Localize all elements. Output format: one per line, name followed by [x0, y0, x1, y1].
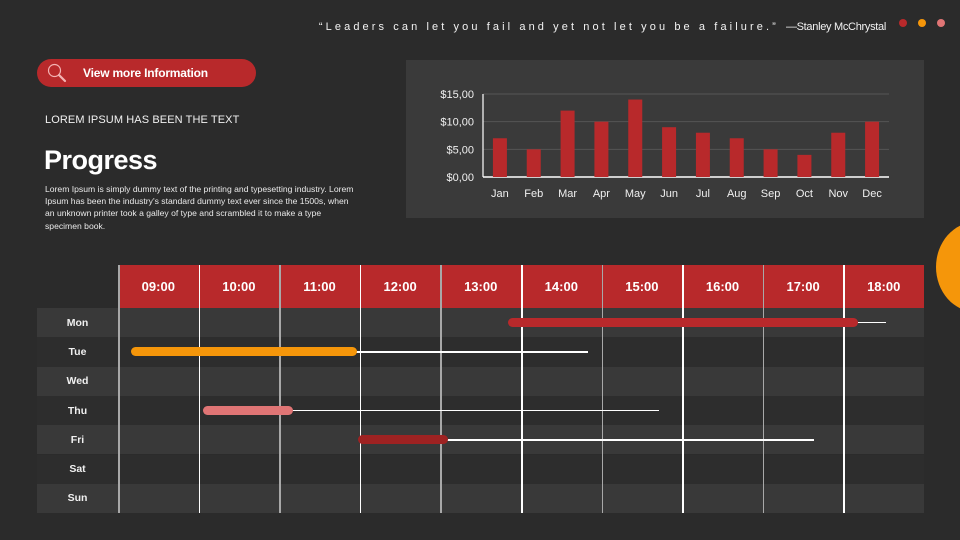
x-tick-label: Jul	[696, 188, 710, 200]
time-header-1100: 11:00	[303, 279, 336, 294]
bar-chart-panel: $0,00 $5,00 $10,00 $15,00 Jan Feb Mar Apr May Jun…	[406, 60, 924, 218]
x-tick-label: May	[625, 188, 646, 200]
bar-may	[628, 99, 643, 177]
x-tick-label: Mar	[558, 188, 577, 200]
view-more-information-label: View more Information	[83, 66, 208, 80]
grid-divider	[843, 265, 845, 513]
grid-divider	[762, 265, 765, 513]
grid-divider	[440, 265, 442, 513]
time-header-1500: 15:00	[625, 279, 659, 294]
day-label: Mon	[66, 316, 89, 329]
quote-text: “Leaders can let you fail and yet not le…	[318, 21, 779, 33]
bar-jul	[695, 132, 710, 177]
time-header-1600: 16:00	[705, 279, 740, 294]
day-label: Sat	[69, 463, 86, 476]
task-extension-line	[444, 439, 814, 441]
task-extension-line	[289, 409, 659, 412]
bar-oct	[797, 154, 812, 177]
task-bar-tue[interactable]	[131, 347, 357, 357]
page-title: Progress	[44, 145, 158, 175]
schedule-row-wed: Wed	[37, 366, 924, 396]
time-header-1200: 12:00	[383, 279, 417, 294]
time-header-1400: 14:00	[544, 279, 578, 294]
bar-feb	[526, 149, 541, 177]
y-tick-label: $0,00	[446, 172, 474, 184]
day-label: Fri	[70, 433, 85, 446]
bar-mar	[560, 110, 575, 177]
grid-divider	[198, 265, 201, 513]
grid-divider	[359, 265, 362, 513]
x-tick-label: Feb	[524, 188, 543, 200]
time-header-1700: 17:00	[786, 279, 820, 294]
subheading: LOREM IPSUM HAS BEEN THE TEXT	[45, 114, 240, 126]
dot-orange-icon	[918, 19, 926, 27]
schedule-row-sat: Sat	[37, 454, 924, 484]
quote-author: —Stanley McChrystal	[785, 21, 886, 33]
grid-divider	[118, 265, 120, 513]
bar-nov	[831, 132, 846, 177]
task-bar-fri[interactable]	[358, 435, 448, 445]
weekly-schedule: Mon Tue Wed Thu Fri Sat Sun 09:00 10:00 11:00 12:…	[37, 265, 924, 514]
schedule-row-sun: Sun	[37, 483, 924, 514]
y-tick-label: $10,00	[440, 117, 474, 129]
task-bar-mon[interactable]	[508, 318, 858, 328]
bar-dec	[865, 121, 880, 177]
day-label: Thu	[67, 404, 88, 417]
bar-aug	[729, 138, 744, 177]
grid-divider	[682, 265, 684, 513]
x-tick-label: Dec	[862, 188, 882, 200]
x-tick-label: Aug	[727, 188, 747, 200]
task-extension-line	[353, 351, 588, 353]
search-icon	[43, 59, 71, 87]
time-header-1800: 18:00	[867, 279, 901, 294]
day-label: Wed	[66, 375, 89, 388]
y-tick-label: $5,00	[446, 144, 474, 156]
quote: “Leaders can let you fail and yet not le…	[319, 21, 886, 33]
task-bar-thu[interactable]	[203, 406, 293, 416]
dot-pink-icon	[937, 19, 945, 27]
grid-divider	[279, 265, 281, 513]
task-extension-line	[854, 322, 886, 324]
x-tick-label: Oct	[796, 188, 813, 200]
grid-divider	[601, 265, 604, 513]
x-tick-label: Sep	[761, 188, 781, 200]
view-more-information-button[interactable]: View more Information	[37, 59, 256, 87]
x-tick-label: Jun	[660, 188, 678, 200]
time-header-1000: 10:00	[222, 279, 256, 294]
bar-apr	[594, 121, 609, 177]
day-label: Sun	[67, 492, 88, 505]
time-header-1300: 13:00	[464, 279, 498, 294]
decorative-orange-circle	[936, 222, 960, 312]
bar-chart: $0,00 $5,00 $10,00 $15,00 Jan Feb Mar Apr May Jun…	[440, 89, 889, 200]
x-tick-label: Nov	[828, 188, 848, 200]
day-label: Tue	[68, 345, 87, 358]
x-tick-label: Jan	[491, 188, 509, 200]
time-header-0900: 09:00	[141, 279, 175, 294]
decorative-dots	[899, 19, 945, 27]
grid-divider	[521, 265, 523, 513]
body-paragraph: Lorem Ipsum is simply dummy text of the …	[45, 184, 354, 231]
x-tick-label: Apr	[593, 188, 610, 200]
y-tick-label: $15,00	[440, 89, 474, 101]
bar-jan	[492, 138, 507, 177]
bar-sep	[763, 149, 778, 177]
dot-red-icon	[899, 19, 907, 27]
bar-jun	[662, 127, 677, 177]
